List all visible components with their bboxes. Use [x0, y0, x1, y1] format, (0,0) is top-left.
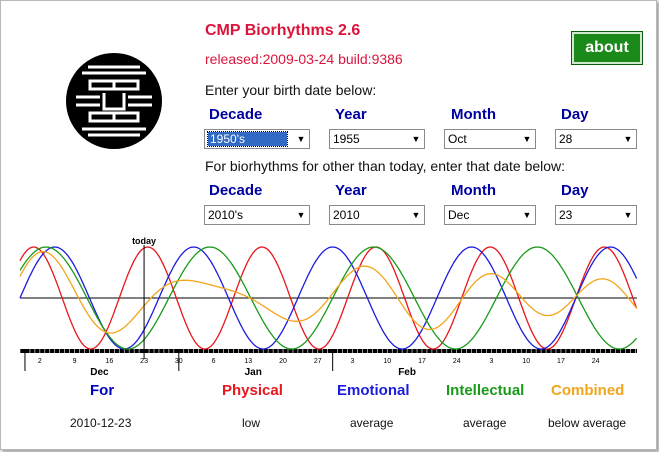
- tick-label: 24: [592, 358, 600, 365]
- chevron-down-icon: ▼: [411, 210, 421, 220]
- birth-year-select[interactable]: 1955 ▼: [329, 129, 425, 149]
- target-year-select[interactable]: 2010 ▼: [329, 205, 425, 225]
- about-button[interactable]: about: [571, 31, 643, 65]
- tick-label: 6: [212, 358, 216, 365]
- birth-date-prompt: Enter your birth date below:: [205, 82, 377, 98]
- legend-date: 2010-12-23: [70, 416, 132, 430]
- target-day-value: 23: [559, 208, 573, 222]
- tick-label: 3: [490, 358, 494, 365]
- target-date-prompt: For biorhythms for other than today, ent…: [205, 158, 566, 174]
- app-title: CMP Biorhythms 2.6: [205, 22, 361, 39]
- month-label: Jan: [245, 367, 262, 378]
- chevron-down-icon: ▼: [623, 210, 633, 220]
- target-decade-value: 2010's: [208, 208, 243, 222]
- legend-for-label: For: [90, 382, 115, 399]
- target-month-label: Month: [451, 182, 496, 199]
- chevron-down-icon: ▼: [623, 134, 633, 144]
- tick-label: 3: [351, 358, 355, 365]
- birth-day-select[interactable]: 28 ▼: [555, 129, 637, 149]
- chevron-down-icon: ▼: [296, 134, 306, 144]
- tick-label: 20: [279, 358, 287, 365]
- series-line-combined: [19, 251, 638, 334]
- x-axis-bar: [20, 349, 637, 353]
- series-line-emotional: [19, 246, 638, 350]
- tick-label: 13: [244, 358, 252, 365]
- chevron-down-icon: ▼: [411, 134, 421, 144]
- target-year-label: Year: [335, 182, 367, 199]
- tick-label: 27: [314, 358, 322, 365]
- chevron-down-icon: ▼: [522, 210, 532, 220]
- target-decade-label: Decade: [209, 182, 263, 199]
- birth-decade-value: 1950's: [207, 131, 288, 147]
- tick-label: 23: [140, 358, 148, 365]
- tick-label: 10: [383, 358, 391, 365]
- series-line-physical: [19, 246, 638, 350]
- emotional-status: average: [350, 416, 394, 430]
- birth-decade-label: Decade: [209, 106, 263, 123]
- biorhythm-chart: today29162330613202731017243101724DecJan…: [19, 236, 638, 378]
- chevron-down-icon: ▼: [296, 210, 306, 220]
- release-info: released:2009-03-24 build:9386: [205, 51, 403, 67]
- month-label: Dec: [90, 367, 109, 378]
- birth-decade-select[interactable]: 1950's ▼: [204, 129, 310, 149]
- target-year-value: 2010: [333, 208, 360, 222]
- tick-label: 17: [418, 358, 426, 365]
- tick-label: 16: [105, 358, 113, 365]
- series-line-intellectual: [19, 246, 638, 350]
- tick-label: 17: [557, 358, 565, 365]
- target-month-select[interactable]: Dec ▼: [444, 205, 536, 225]
- birth-day-value: 28: [559, 132, 573, 146]
- birth-year-value: 1955: [333, 132, 360, 146]
- chevron-down-icon: ▼: [522, 134, 532, 144]
- birth-month-value: Oct: [448, 132, 467, 146]
- shou-symbol-logo-icon: [66, 53, 162, 149]
- legend-intellectual: Intellectual: [446, 382, 525, 399]
- target-month-value: Dec: [448, 208, 470, 222]
- target-day-label: Day: [561, 182, 589, 199]
- tick-label: 10: [522, 358, 530, 365]
- intellectual-status: average: [463, 416, 507, 430]
- legend-combined: Combined: [551, 382, 625, 399]
- combined-status: below average: [548, 416, 627, 430]
- tick-label: 24: [453, 358, 461, 365]
- today-label: today: [132, 236, 156, 246]
- birth-month-select[interactable]: Oct ▼: [444, 129, 536, 149]
- birth-year-label: Year: [335, 106, 367, 123]
- physical-status: low: [242, 416, 261, 430]
- tick-label: 9: [73, 358, 77, 365]
- month-label: Feb: [398, 367, 416, 378]
- birth-day-label: Day: [561, 106, 589, 123]
- tick-label: 2: [38, 358, 42, 365]
- legend-physical: Physical: [222, 382, 283, 399]
- target-day-select[interactable]: 23 ▼: [555, 205, 637, 225]
- legend-emotional: Emotional: [337, 382, 410, 399]
- target-decade-select[interactable]: 2010's ▼: [204, 205, 310, 225]
- birth-month-label: Month: [451, 106, 496, 123]
